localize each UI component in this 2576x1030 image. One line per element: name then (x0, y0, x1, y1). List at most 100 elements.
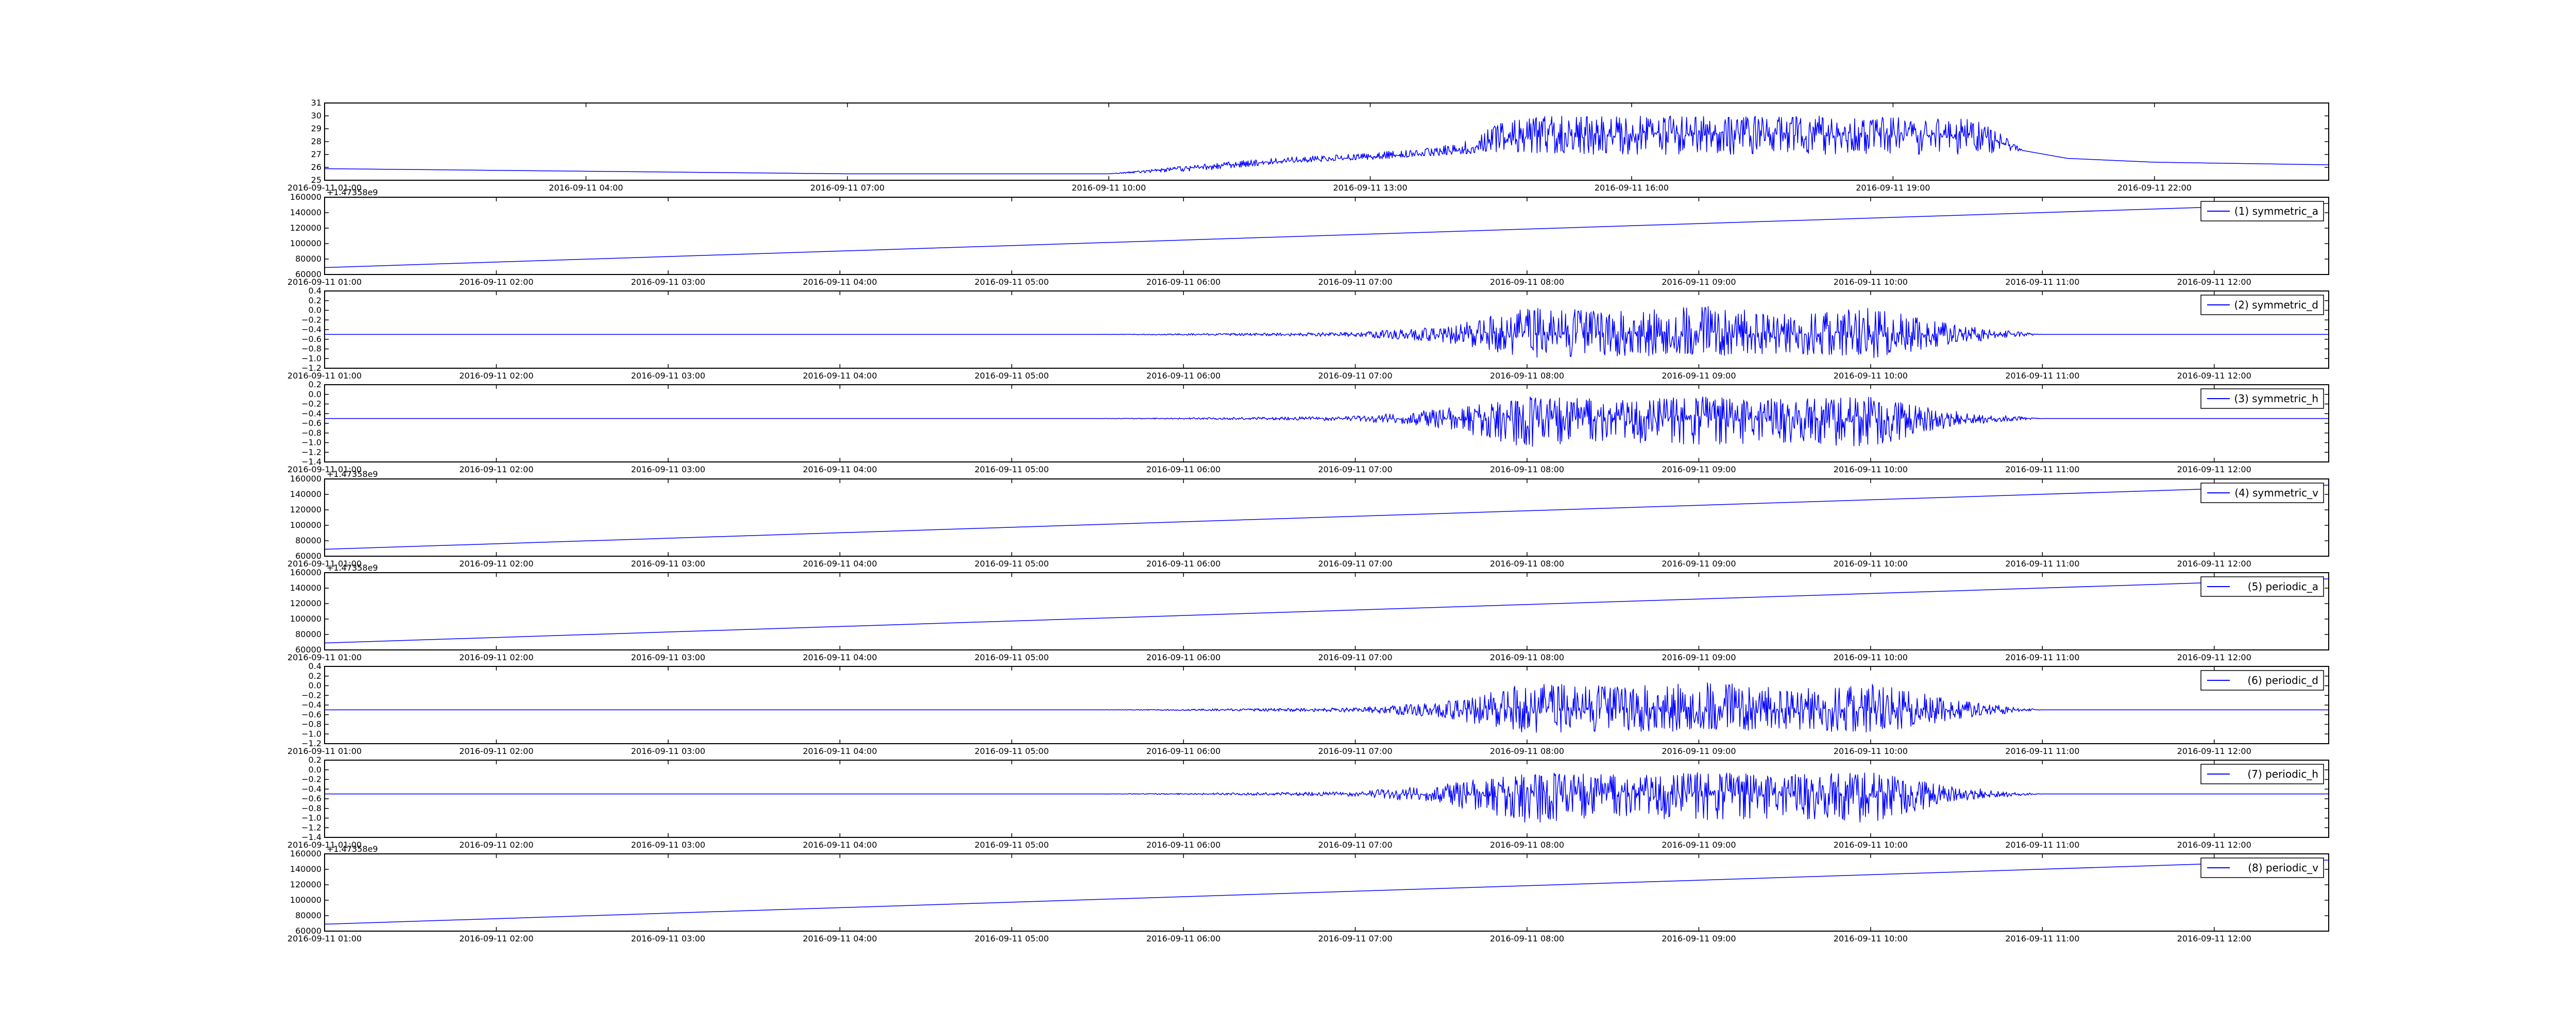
x-tick-label: 2016-09-11 02:00 (459, 465, 533, 474)
x-tick-label: 2016-09-11 02:00 (459, 746, 533, 756)
x-tick-label: 2016-09-11 12:00 (2177, 465, 2251, 474)
y-tick-label: 160000 (290, 568, 321, 577)
subplot-7: −1.2−1.0−0.8−0.6−0.4−0.20.00.20.4 2016-09… (287, 661, 2329, 756)
x-tick-label: 2016-09-11 01:00 (287, 183, 362, 193)
y-tick-label: −0.4 (301, 700, 321, 710)
legend-label: (8) periodic_v (2248, 862, 2318, 874)
x-tick-label: 2016-09-11 02:00 (459, 559, 533, 569)
legend: (7) periodic_h (2200, 764, 2324, 784)
y-tick-label: 140000 (290, 489, 321, 499)
x-tick-label: 2016-09-11 07:00 (1318, 371, 1392, 381)
series-line-8 (325, 772, 2329, 823)
x-tick-label: 2016-09-11 09:00 (1662, 465, 1736, 474)
x-tick-label: 2016-09-11 07:00 (1318, 746, 1392, 756)
x-tick-label: 2016-09-11 01:00 (287, 840, 362, 850)
y-tick-label: 27 (311, 149, 321, 159)
y-tick-label: −1.4 (301, 457, 321, 467)
x-tick-label: 2016-09-11 03:00 (631, 559, 705, 569)
y-tick-label: 0.0 (309, 765, 321, 775)
series-line-6 (325, 578, 2329, 644)
x-tick-label: 2016-09-11 11:00 (2005, 465, 2079, 474)
subplot-3: −1.2−1.0−0.8−0.6−0.4−0.20.00.20.4 2016-09… (287, 286, 2329, 381)
series-line-5 (325, 485, 2329, 550)
y-tick-label: 160000 (290, 192, 321, 202)
x-tick-label: 2016-09-11 06:00 (1146, 934, 1221, 943)
x-tick-label: 2016-09-11 06:00 (1146, 559, 1221, 569)
y-tick-label: 0.2 (309, 671, 321, 681)
x-tick-label: 2016-09-11 05:00 (975, 653, 1049, 662)
x-tick-label: 2016-09-11 01:00 (287, 934, 362, 943)
y-tick-label: 100000 (290, 614, 321, 624)
x-tick-label: 2016-09-11 05:00 (975, 746, 1049, 756)
x-tick-label: 2016-09-11 10:00 (1834, 559, 1908, 569)
legend: (8) periodic_v (2200, 857, 2324, 878)
legend: (6) periodic_d (2200, 670, 2324, 691)
x-tick-label: 2016-09-11 07:00 (1318, 277, 1392, 287)
x-tick-label: 2016-09-11 05:00 (975, 840, 1049, 850)
y-tick-label: 0.4 (309, 661, 321, 671)
x-tick-label: 2016-09-11 05:00 (975, 465, 1049, 474)
y-tick-label: −0.2 (301, 690, 321, 700)
x-tick-label: 2016-09-11 03:00 (631, 746, 705, 756)
y-tick-label: −0.8 (301, 428, 321, 438)
x-tick-label: 2016-09-11 02:00 (459, 277, 533, 287)
series-line-2 (325, 203, 2329, 268)
x-tick-label: 2016-09-11 03:00 (631, 277, 705, 287)
y-tick-label: −1.2 (301, 447, 321, 457)
y-tick-label: 0.0 (309, 305, 321, 315)
y-tick-label: 120000 (290, 505, 321, 514)
subplot-5: 60000 80000 100000 120000 140000 160000 2016-0… (287, 469, 2329, 569)
x-tick-label: 2016-09-11 07:00 (810, 183, 885, 193)
x-tick-label: 2016-09-11 04:00 (549, 183, 623, 193)
x-tick-label: 2016-09-11 11:00 (2005, 840, 2079, 850)
y-tick-label: 0.2 (309, 755, 321, 765)
y-tick-label: 60000 (295, 269, 321, 279)
legend: (2) symmetric_d (2200, 295, 2324, 315)
x-tick-label: 2016-09-11 09:00 (1662, 840, 1736, 850)
x-tick-label: 2016-09-11 03:00 (631, 465, 705, 474)
y-tick-label: 31 (311, 98, 321, 108)
x-tick-label: 2016-09-11 04:00 (803, 465, 877, 474)
x-tick-label: 2016-09-11 06:00 (1146, 465, 1221, 474)
legend: (5) periodic_a (2200, 576, 2324, 597)
y-tick-label: −1.4 (301, 832, 321, 842)
y-tick-label: −0.6 (301, 710, 321, 719)
axis-offset-text: +1.47358e9 (327, 469, 378, 479)
x-tick-label: 2016-09-11 04:00 (803, 840, 877, 850)
axes-frame (324, 853, 2329, 932)
x-tick-label: 2016-09-11 08:00 (1490, 277, 1564, 287)
x-tick-label: 2016-09-11 12:00 (2177, 746, 2251, 756)
y-tick-label: 80000 (295, 536, 321, 545)
x-tick-label: 2016-09-11 10:00 (1072, 183, 1146, 193)
series-line-7 (325, 682, 2329, 733)
x-tick-label: 2016-09-11 12:00 (2177, 371, 2251, 381)
y-tick-label: 0.4 (309, 286, 321, 296)
x-tick-label: 2016-09-11 06:00 (1146, 277, 1221, 287)
legend: (4) symmetric_v (2200, 483, 2324, 503)
y-tick-label: −0.4 (301, 324, 321, 334)
legend-label: (4) symmetric_v (2234, 487, 2318, 499)
subplot-4: −1.4−1.2−1.0−0.8−0.6−0.4−0.20.00.2 2016-0… (287, 380, 2329, 474)
axes-frame (324, 572, 2329, 650)
axes-frame (324, 102, 2329, 181)
x-tick-label: 2016-09-11 08:00 (1490, 746, 1564, 756)
subplot-9: 60000 80000 100000 120000 140000 160000 2016-0… (287, 844, 2329, 943)
x-tick-label: 2016-09-11 03:00 (631, 371, 705, 381)
x-tick-label: 2016-09-11 04:00 (803, 559, 877, 569)
y-tick-label: 100000 (290, 895, 321, 905)
legend-label: (3) symmetric_h (2234, 392, 2318, 405)
y-tick-label: −0.2 (301, 399, 321, 409)
y-tick-label: 120000 (290, 223, 321, 233)
x-tick-label: 2016-09-11 10:00 (1834, 465, 1908, 474)
x-tick-label: 2016-09-11 19:00 (1856, 183, 1930, 193)
y-tick-label: 140000 (290, 208, 321, 217)
x-tick-label: 2016-09-11 08:00 (1490, 559, 1564, 569)
x-tick-label: 2016-09-11 01:00 (287, 746, 362, 756)
x-tick-label: 2016-09-11 07:00 (1318, 653, 1392, 662)
x-tick-label: 2016-09-11 22:00 (2117, 183, 2192, 193)
y-tick-label: −0.8 (301, 344, 321, 354)
x-tick-label: 2016-09-11 06:00 (1146, 371, 1221, 381)
x-tick-label: 2016-09-11 10:00 (1834, 371, 1908, 381)
x-tick-label: 2016-09-11 04:00 (803, 934, 877, 943)
